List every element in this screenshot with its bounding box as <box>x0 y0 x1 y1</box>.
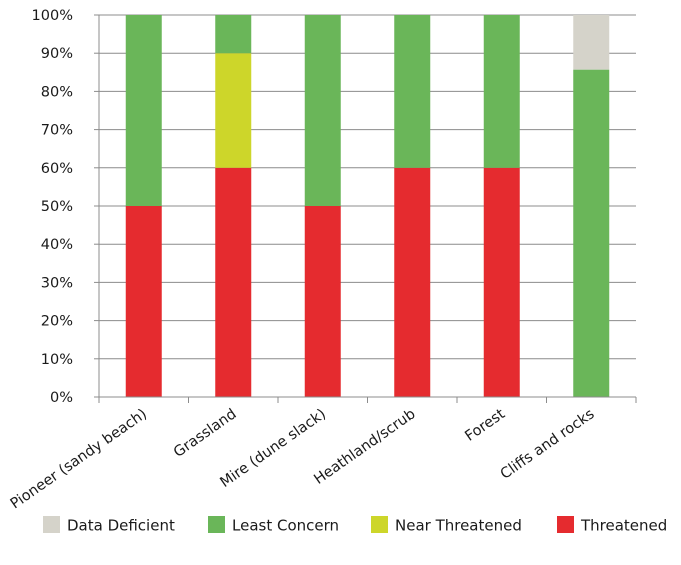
y-tick-label: 20% <box>41 314 73 330</box>
y-tick-label: 0% <box>50 390 73 406</box>
legend-swatch <box>371 516 388 533</box>
bar-segment-threatened <box>125 206 162 397</box>
bars <box>125 15 610 397</box>
legend-label: Data Deficient <box>67 517 175 535</box>
legend-label: Threatened <box>580 517 667 535</box>
y-tick-label: 90% <box>41 46 73 62</box>
x-tick-label: Forest <box>462 406 508 445</box>
x-tick-label: Grassland <box>171 406 240 461</box>
bar-segment-threatened <box>215 167 252 397</box>
bar-segment-least-concern <box>215 15 252 54</box>
x-tick-label: Pioneer (sandy beach) <box>8 406 150 512</box>
bar-segment-data-deficient <box>573 15 610 70</box>
bar-segment-threatened <box>483 167 520 397</box>
y-tick-label: 60% <box>41 161 73 177</box>
y-tick-label: 30% <box>41 275 73 291</box>
bar-segment-near-threatened <box>215 53 252 168</box>
legend-swatch <box>208 516 225 533</box>
y-tick-label: 100% <box>32 8 73 24</box>
axes <box>94 14 637 403</box>
bar-segment-threatened <box>394 167 431 397</box>
bar-segment-least-concern <box>125 15 162 206</box>
bar-segment-least-concern <box>304 15 341 206</box>
bar-segment-least-concern <box>394 15 431 168</box>
x-tick-label: Cliffs and rocks <box>498 406 598 483</box>
y-tick-label: 10% <box>41 352 73 368</box>
y-tick-labels: 0% 10% 20% 30% 40% 50% 60% 70% 80% 90% 100% <box>32 8 73 406</box>
gridlines <box>99 14 636 360</box>
bar-segment-least-concern <box>573 69 610 397</box>
bar-segment-threatened <box>304 206 341 397</box>
legend-label: Least Concern <box>232 517 339 535</box>
legend-label: Near Threatened <box>395 517 522 535</box>
y-tick-label: 40% <box>41 237 73 253</box>
y-tick-label: 80% <box>41 84 73 100</box>
bar-segment-least-concern <box>483 15 520 168</box>
y-tick-label: 50% <box>41 199 73 215</box>
legend-swatch <box>43 516 60 533</box>
legend: Data Deficient Least Concern Near Threaten… <box>43 516 667 535</box>
legend-swatch <box>557 516 574 533</box>
y-tick-label: 70% <box>41 123 73 139</box>
